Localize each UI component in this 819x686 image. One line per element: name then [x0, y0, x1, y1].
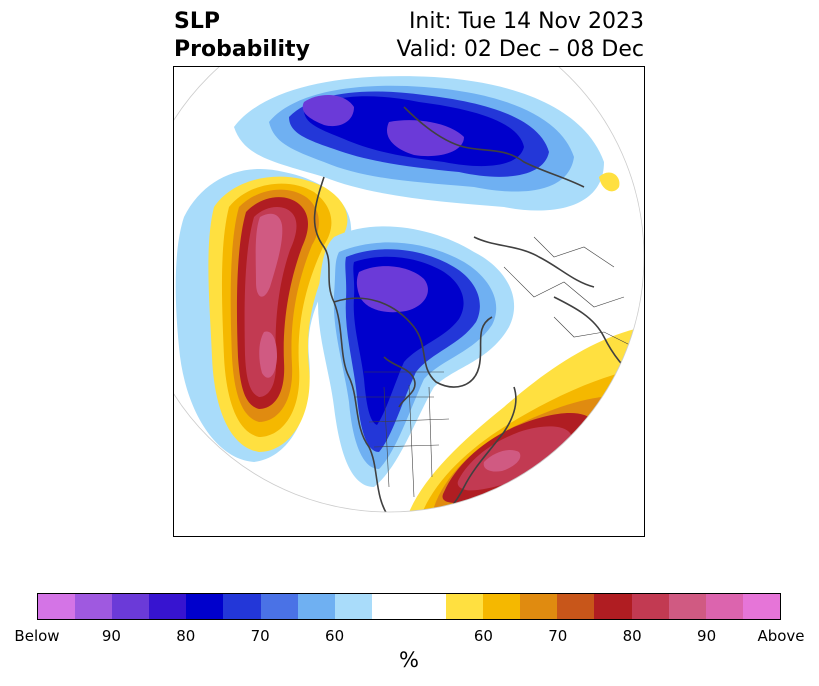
colorbar-segment — [594, 594, 632, 619]
title-product: Probability — [174, 37, 310, 62]
colorbar-segment — [408, 594, 447, 619]
colorbar-segment — [631, 594, 669, 619]
valid-range: Valid: 02 Dec – 08 Dec — [396, 37, 644, 62]
colorbar-segment — [705, 594, 743, 619]
pacific-above-anomaly — [175, 169, 352, 462]
colorbar-segment — [446, 594, 484, 619]
colorbar-segment — [149, 594, 187, 619]
colorbar-segment — [371, 594, 409, 619]
hemisphere-edge — [174, 67, 644, 513]
colorbar-tick-label: 90 — [697, 627, 717, 645]
colorbar-tick-label: 60 — [325, 627, 345, 645]
colorbar-segment — [742, 594, 780, 619]
europe-above-patch — [599, 172, 620, 192]
colorbar-unit: % — [399, 648, 419, 672]
colorbar-segment — [334, 594, 372, 619]
political-borders — [354, 236, 635, 498]
canada-below-anomaly — [317, 226, 515, 488]
colorbar-tick-label: Above — [757, 627, 805, 645]
arctic-below-anomaly — [234, 76, 604, 211]
colorbar-segment — [75, 594, 113, 619]
colorbar-segment — [520, 594, 558, 619]
colorbar-segment — [297, 594, 335, 619]
colorbar-segment — [223, 594, 261, 619]
colorbar-segment — [38, 594, 76, 619]
colorbar-tick-label: 90 — [101, 627, 121, 645]
colorbar-tick-label: 70 — [548, 627, 568, 645]
colorbar-segment — [668, 594, 706, 619]
map-svg — [174, 67, 644, 513]
init-date: Init: Tue 14 Nov 2023 — [408, 9, 644, 34]
colorbar-tick-label: Below — [14, 627, 60, 645]
colorbar-segment — [483, 594, 521, 619]
colorbar-tick-label: 70 — [250, 627, 270, 645]
title-right: Init: Tue 14 Nov 2023 Valid: 02 Dec – 08… — [396, 8, 644, 64]
colorbar-segment — [557, 594, 595, 619]
probability-map — [173, 66, 645, 537]
colorbar-segment — [186, 594, 224, 619]
coastlines — [313, 106, 635, 512]
colorbar-tick-label: 60 — [473, 627, 493, 645]
colorbar — [37, 593, 781, 620]
title-left: SLP Probability — [174, 8, 310, 64]
colorbar-segment — [112, 594, 150, 619]
title-variable: SLP — [174, 9, 220, 34]
colorbar-segment — [260, 594, 298, 619]
colorbar-tick-label: 80 — [176, 627, 196, 645]
colorbar-tick-label: 80 — [622, 627, 642, 645]
